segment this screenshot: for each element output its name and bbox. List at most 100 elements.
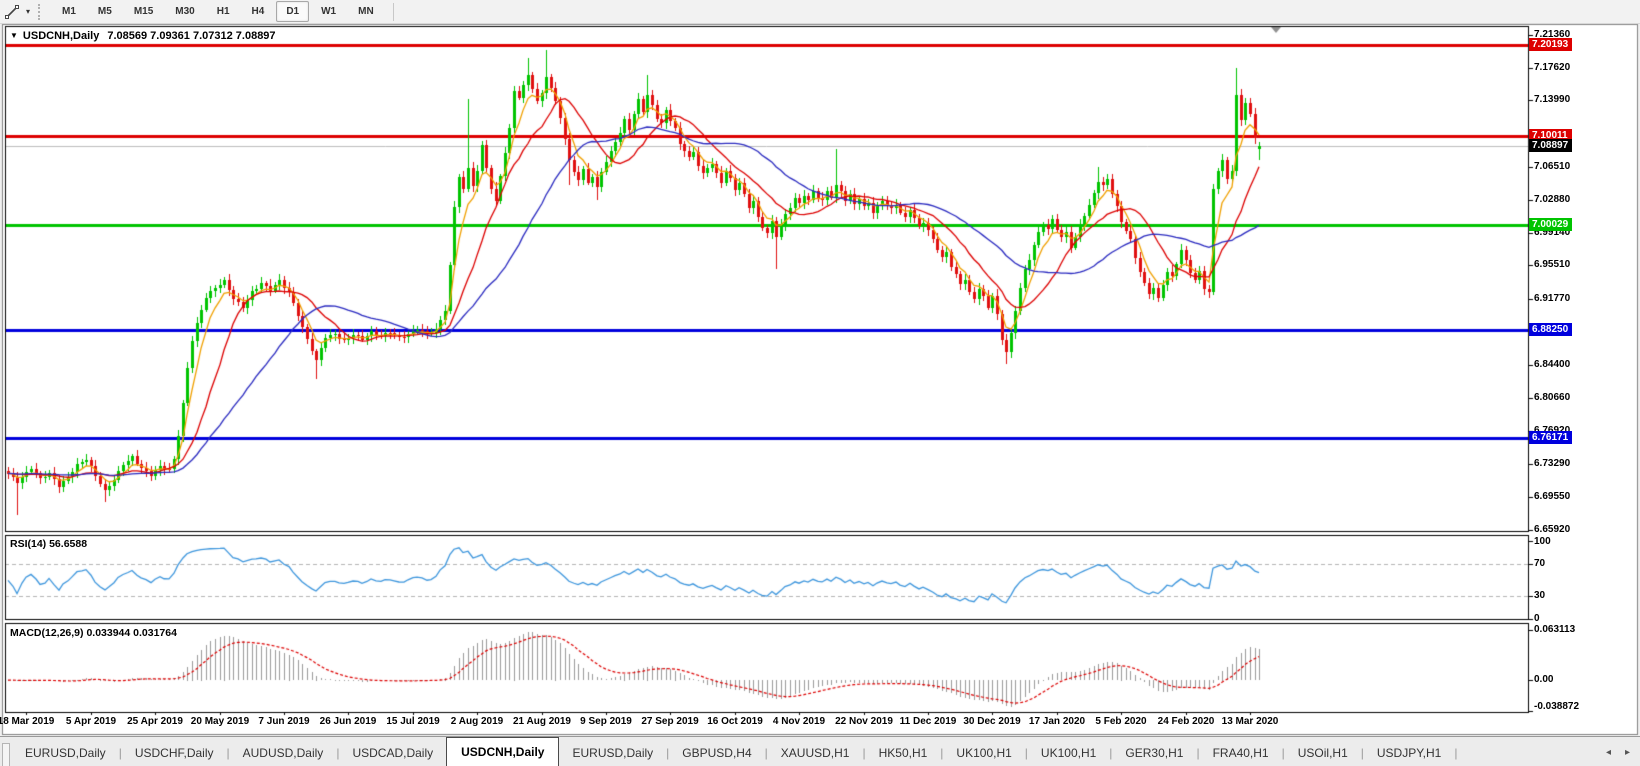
chart-tab-bar: EURUSD,Daily | USDCHF,Daily | AUDUSD,Daily | U… (0, 736, 1640, 766)
chart-tabs: EURUSD,Daily | USDCHF,Daily | AUDUSD,Daily | U… (12, 737, 1457, 766)
macd-axis-label: -0.038872 (1534, 701, 1580, 712)
toolbar-separator (392, 2, 394, 21)
macd-indicator-label: MACD(12,26,9) 0.033944 0.031764 (10, 627, 177, 639)
price-level-badge: 7.08897 (1529, 138, 1573, 152)
tab-divider: | (764, 746, 768, 760)
tab-AUDUSD-Daily[interactable]: AUDUSD,Daily (242, 746, 324, 760)
tab-XAUUSD-H1[interactable]: XAUUSD,H1 (780, 746, 850, 760)
macd-axis-label: 0.00 (1534, 674, 1554, 686)
price-level-badge: 6.88250 (1529, 323, 1573, 337)
chart-title: ▼ USDCNH,Daily 7.08569 7.09361 7.07312 7.0… (10, 30, 276, 42)
price-level-badge: 7.20193 (1529, 38, 1573, 51)
price-axis-label: 6.84400 (1534, 358, 1571, 370)
tab-divider: | (336, 746, 340, 760)
price-level-badge: 6.76171 (1529, 431, 1573, 445)
timeframe-button-M30[interactable]: M30 (175, 6, 195, 17)
rsi-axis-label: 30 (1534, 589, 1546, 601)
tab-HK50-H1[interactable]: HK50,H1 (878, 746, 928, 760)
time-axis-label: 13 Mar 2020 (1221, 716, 1279, 727)
tab-USDJPY-H1[interactable]: USDJPY,H1 (1376, 746, 1442, 760)
price-level-badge: 7.00029 (1529, 218, 1573, 232)
timeframe-button-MN[interactable]: MN (358, 6, 374, 17)
tab-scroll-arrows: ◂ ▸ (1606, 737, 1630, 766)
tab-divider: | (118, 746, 122, 760)
toolbar: ▾ M1 M5 M15 M30 H1 H4 D1 W1 MN (0, 0, 1640, 24)
rsi-indicator-label: RSI(14) 56.6588 (10, 538, 88, 550)
timeframe-button-M1[interactable]: M1 (62, 6, 76, 17)
timeframe-button-M15[interactable]: M15 (133, 6, 154, 17)
price-axis-label: 6.73290 (1534, 457, 1571, 469)
tab-FRA40-H1[interactable]: FRA40,H1 (1212, 746, 1269, 760)
time-axis-label: 5 Apr 2019 (65, 716, 117, 727)
time-axis-label: 21 Aug 2019 (513, 716, 571, 727)
tab-EURUSD-Daily[interactable]: EURUSD,Daily (25, 746, 106, 760)
tab-divider: | (1196, 746, 1200, 760)
timeframe-buttons: M1 M5 M15 M30 H1 H4 D1 W1 MN (51, 1, 385, 22)
tab-divider: | (1109, 746, 1113, 760)
time-axis-label: 15 Jul 2019 (386, 716, 440, 727)
tab-divider: | (666, 746, 670, 760)
timeframe-button-H4[interactable]: H4 (251, 6, 265, 17)
rsi-axis-label: 100 (1534, 536, 1551, 547)
tab-divider: | (226, 746, 230, 760)
toolbar-grip[interactable] (38, 3, 45, 20)
tab-UK100-H1[interactable]: UK100,H1 (1040, 746, 1097, 760)
price-level-badge: 7.10011 (1529, 128, 1572, 142)
tab-divider: | (1360, 746, 1364, 760)
tab-divider: | (1454, 746, 1458, 760)
line-studies-dropdown-icon[interactable]: ▾ (25, 7, 30, 16)
line-studies-icon[interactable] (2, 3, 22, 21)
timeframe-button-D1[interactable]: D1 (276, 1, 310, 22)
price-axis-label: 6.80660 (1534, 391, 1571, 403)
tab-divider: | (1024, 746, 1028, 760)
tab-UK100-H1[interactable]: UK100,H1 (956, 746, 1012, 760)
tab-strip-edge (2, 743, 10, 766)
time-axis-label: 20 May 2019 (190, 716, 250, 727)
time-axis-label: 17 Jan 2020 (1028, 716, 1086, 727)
tab-EURUSD-Daily[interactable]: EURUSD,Daily (572, 746, 654, 760)
tab-GBPUSD-H4[interactable]: GBPUSD,H4 (682, 746, 752, 760)
time-axis-label: 16 Oct 2019 (707, 716, 763, 727)
timeframe-button-W1[interactable]: W1 (321, 6, 337, 17)
price-axis-label: 7.13990 (1534, 94, 1571, 106)
chart-symbol-period: USDCNH,Daily (22, 30, 100, 42)
time-axis-label: 24 Feb 2020 (1157, 716, 1215, 727)
price-axis-label: 6.65920 (1534, 523, 1571, 535)
time-axis-label: 5 Feb 2020 (1095, 716, 1147, 727)
tab-scroll-right-icon[interactable]: ▸ (1624, 746, 1630, 758)
timeframe-button-M5[interactable]: M5 (97, 6, 112, 17)
time-axis-label: 22 Nov 2019 (835, 716, 893, 727)
rsi-axis-label: 70 (1534, 558, 1546, 570)
price-axis-label: 7.06510 (1534, 161, 1571, 173)
tab-USDCHF-Daily[interactable]: USDCHF,Daily (134, 746, 214, 760)
time-axis-label: 2 Aug 2019 (450, 716, 504, 727)
time-axis-label: 27 Sep 2019 (641, 716, 699, 727)
tab-divider: | (940, 746, 944, 760)
chart-ohlc-values: 7.08569 7.09361 7.07312 7.08897 (107, 30, 276, 42)
macd-axis-label: 0.063113 (1534, 624, 1576, 635)
time-axis-label: 26 Jun 2019 (319, 716, 377, 727)
tab-USDCNH-Daily[interactable]: USDCNH,Daily (446, 737, 560, 766)
time-axis-label: 7 Jun 2019 (258, 716, 310, 727)
tab-divider: | (1281, 746, 1285, 760)
tab-USOil-H1[interactable]: USOil,H1 (1297, 746, 1348, 760)
price-axis-label: 7.17620 (1534, 61, 1571, 73)
tab-USDCAD-Daily[interactable]: USDCAD,Daily (352, 746, 434, 760)
price-axis-label: 6.91770 (1534, 292, 1571, 304)
tab-scroll-left-icon[interactable]: ◂ (1605, 746, 1611, 758)
tab-GER30-H1[interactable]: GER30,H1 (1125, 746, 1184, 760)
symbol-dropdown-icon[interactable]: ▼ (10, 31, 18, 40)
price-axis-label: 7.02880 (1534, 193, 1571, 205)
time-axis-label: 11 Dec 2019 (899, 716, 957, 727)
price-axis-label: 7.21360 (1534, 28, 1571, 40)
time-axis-label: 30 Dec 2019 (963, 716, 1021, 727)
tab-divider: | (862, 746, 866, 760)
price-axis-label: 6.69550 (1534, 491, 1571, 503)
time-axis-label: 25 Apr 2019 (127, 716, 183, 727)
timeframe-button-H1[interactable]: H1 (216, 6, 230, 17)
price-axis-label: 6.99140 (1534, 226, 1571, 238)
time-axis-label: 4 Nov 2019 (772, 716, 826, 727)
price-axis-label: 6.95510 (1534, 259, 1571, 271)
